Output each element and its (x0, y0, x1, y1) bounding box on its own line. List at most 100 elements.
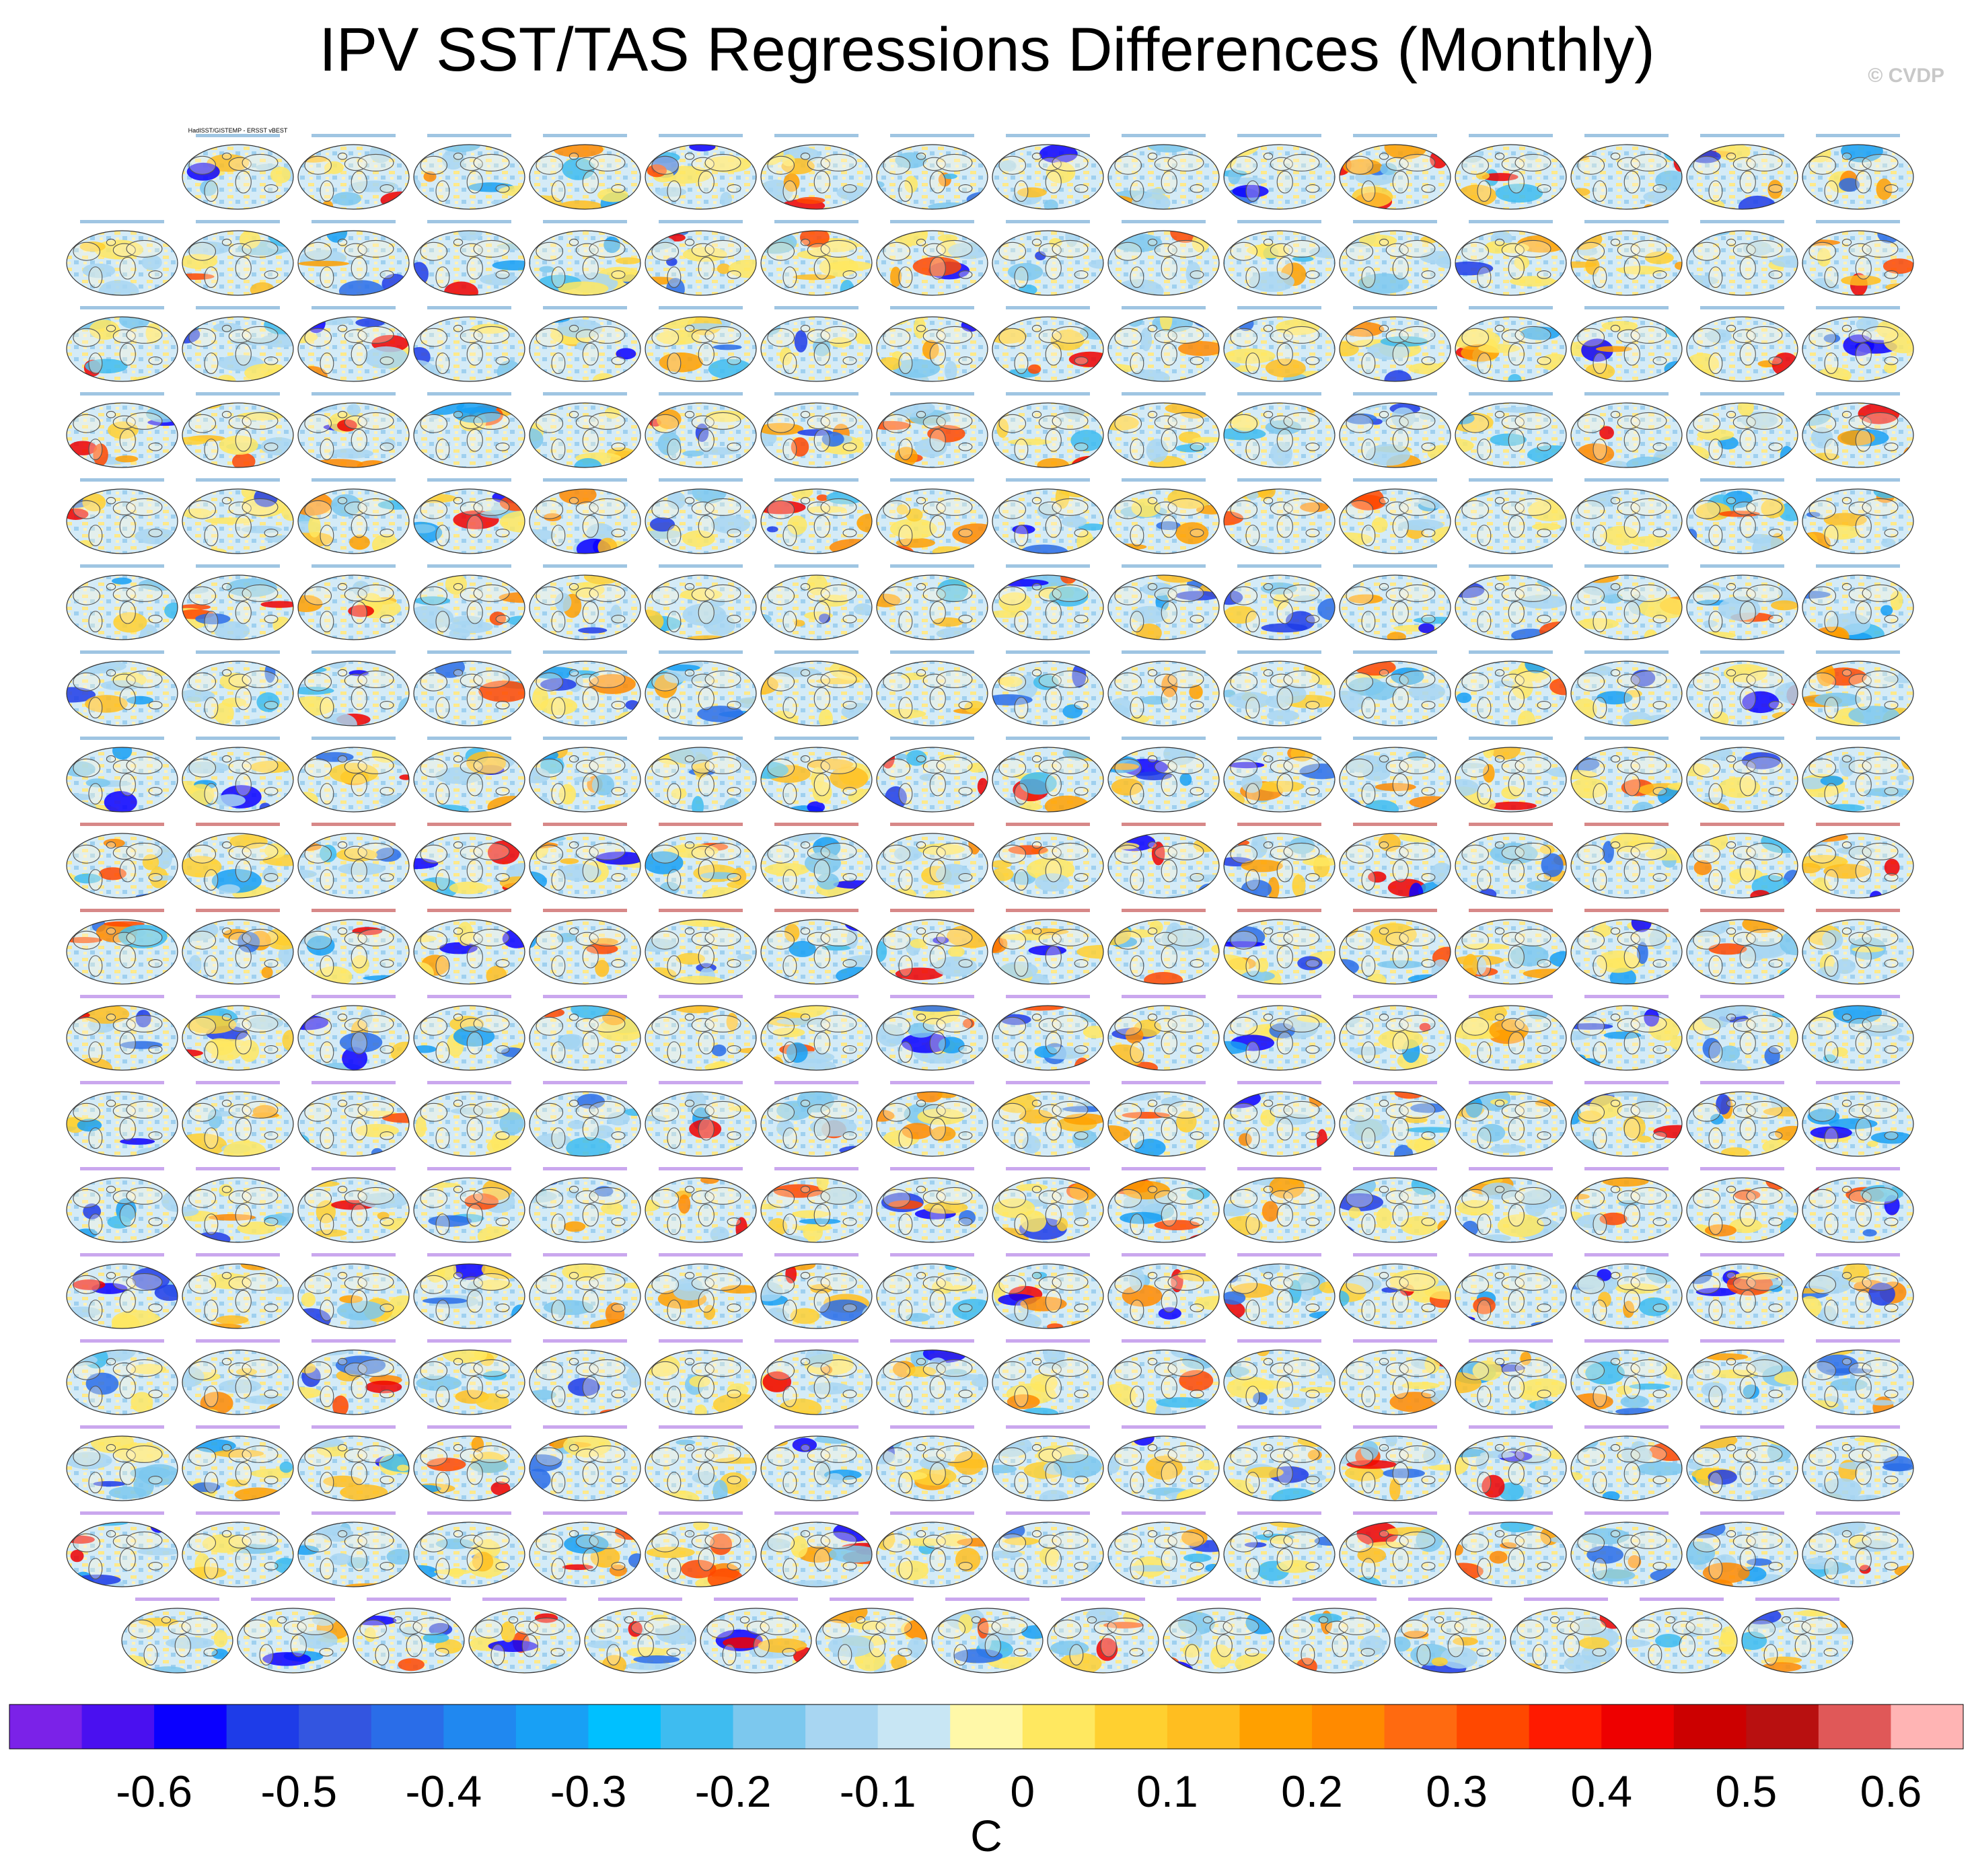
panel-caption (1584, 1425, 1669, 1429)
panel-caption (1700, 478, 1784, 482)
panel-caption (196, 823, 280, 826)
map-panel (1455, 995, 1567, 1071)
map-panel (413, 1339, 525, 1415)
panel-caption (1816, 909, 1900, 912)
panel-caption (1584, 650, 1669, 654)
panel-caption (774, 392, 858, 396)
panel-caption (312, 1511, 396, 1515)
panel-caption (774, 1167, 858, 1170)
map-panel (66, 306, 178, 382)
panel-caption (1006, 1339, 1090, 1343)
map-panel (182, 1081, 294, 1157)
panel-caption (1237, 1511, 1321, 1515)
map-panel (182, 220, 294, 296)
panel-caption (427, 1167, 511, 1170)
panel-caption (196, 1339, 280, 1343)
map-panel (645, 134, 757, 210)
map-panel (1455, 220, 1567, 296)
map-panel (529, 995, 641, 1071)
panel-caption (1469, 1081, 1553, 1084)
map-panel (297, 1425, 410, 1501)
panel-caption (1353, 478, 1437, 482)
map-panel (297, 650, 410, 726)
panel-caption (1122, 564, 1206, 568)
map-panel (992, 909, 1104, 985)
map-panel (529, 1253, 641, 1329)
map-panel (1570, 650, 1683, 726)
map-panel (529, 392, 641, 468)
panel-caption (1816, 823, 1900, 826)
panel-caption (312, 134, 396, 137)
panel-caption (774, 478, 858, 482)
panel-caption (1584, 909, 1669, 912)
map-panel (1802, 1339, 1914, 1415)
panel-caption (1122, 650, 1206, 654)
map-panel (529, 1511, 641, 1587)
panel-caption (196, 995, 280, 998)
colorbar-swatch (1312, 1704, 1385, 1749)
map-panel (66, 1339, 178, 1415)
map-panel (1455, 478, 1567, 554)
map-panel (645, 220, 757, 296)
map-panel (121, 1598, 233, 1674)
map-panel (1455, 737, 1567, 813)
panel-caption (1816, 1425, 1900, 1429)
panel-caption (1700, 392, 1784, 396)
map-panel (1107, 823, 1220, 899)
map-panel (529, 823, 641, 899)
panel-caption (543, 1511, 627, 1515)
map-panel (66, 564, 178, 640)
colorbar-swatch (1746, 1704, 1819, 1749)
panel-caption (196, 478, 280, 482)
map-panel (182, 823, 294, 899)
panel-caption (774, 564, 858, 568)
panel-caption (80, 220, 164, 223)
panel-caption (774, 1253, 858, 1256)
map-panel (182, 1253, 294, 1329)
map-panel (66, 1253, 178, 1329)
panel-caption (1006, 909, 1090, 912)
colorbar-swatch (950, 1704, 1023, 1749)
map-panel (1686, 1253, 1798, 1329)
panel-caption (80, 737, 164, 740)
colorbar: -0.6 -0.5 -0.4 -0.3 -0.2 -0.1 0 0.1 0.2 0.3 0.4 0.5… (9, 1704, 1964, 1861)
panel-caption (80, 306, 164, 309)
colorbar-tick-label: 0.6 (1860, 1766, 1922, 1816)
panel-caption (1700, 1425, 1784, 1429)
panel-caption (543, 1339, 627, 1343)
panel-caption (1237, 909, 1321, 912)
panel-caption (1469, 1167, 1553, 1170)
panel-caption (1584, 220, 1669, 223)
panel-caption (196, 737, 280, 740)
map-panel (353, 1598, 465, 1674)
map-panel (1339, 1425, 1451, 1501)
map-panel (876, 1253, 988, 1329)
map-panel (1339, 1167, 1451, 1243)
map-panel (66, 392, 178, 468)
map-panel (1570, 564, 1683, 640)
colorbar-tick-label: -0.6 (116, 1766, 192, 1816)
map-panel (876, 564, 988, 640)
map-panel (1625, 1598, 1738, 1674)
panel-caption (1816, 1081, 1900, 1084)
map-panel (1455, 823, 1567, 899)
map-panel (931, 1598, 1044, 1674)
panel-caption (427, 1253, 511, 1256)
map-panel (1802, 650, 1914, 726)
panel-caption (890, 650, 974, 654)
panel-caption (427, 134, 511, 137)
panel-caption (1469, 220, 1553, 223)
panel-caption (312, 392, 396, 396)
map-panel (1339, 1339, 1451, 1415)
panel-caption (1006, 1511, 1090, 1515)
panel-caption (312, 1167, 396, 1170)
panel-caption (1006, 220, 1090, 223)
map-panel (413, 1253, 525, 1329)
panel-caption (312, 1339, 396, 1343)
map-panel (1570, 1253, 1683, 1329)
map-panel (992, 392, 1104, 468)
panel-caption (1469, 737, 1553, 740)
panel-caption (1700, 1339, 1784, 1343)
colorbar-tick-label: 0.4 (1570, 1766, 1632, 1816)
map-panel (1107, 134, 1220, 210)
